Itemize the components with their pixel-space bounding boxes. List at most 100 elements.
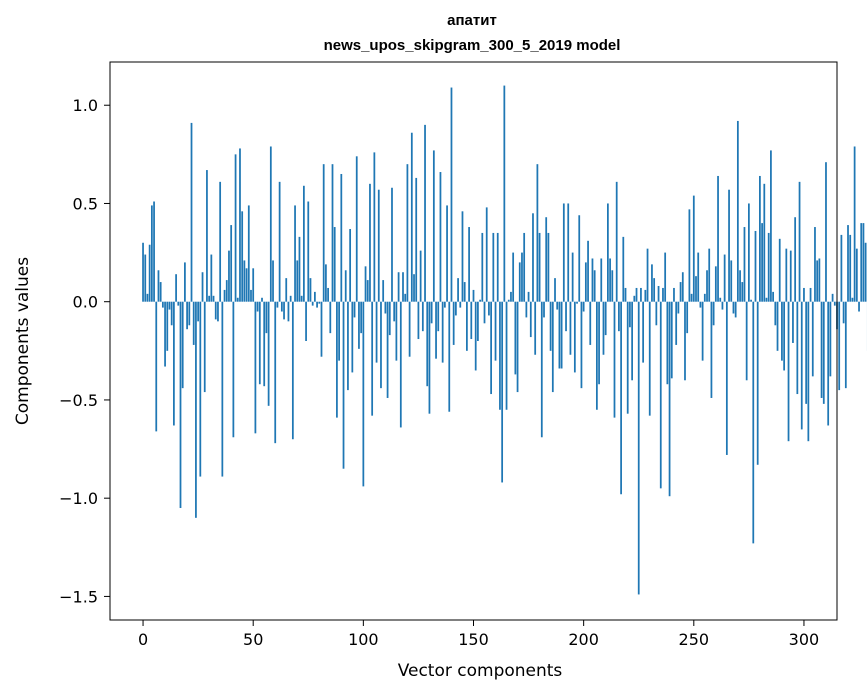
bar-92: [344, 270, 347, 302]
bar-281: [761, 223, 763, 302]
bar-237: [664, 252, 667, 302]
bar-180: [538, 232, 541, 302]
bar-286: [772, 291, 774, 302]
bar-252: [697, 252, 700, 302]
bar-200: [582, 301, 585, 312]
bar-67: [289, 295, 292, 302]
bar-301: [805, 301, 808, 404]
bar-22: [190, 122, 193, 302]
x-tick-label-150: 150: [458, 630, 489, 649]
bar-221: [629, 301, 631, 328]
bar-291: [783, 301, 786, 371]
bar-280: [759, 175, 761, 302]
bar-326: [860, 223, 863, 302]
bar-324: [855, 248, 858, 302]
bar-8: [159, 282, 162, 302]
bar-298: [798, 181, 801, 302]
bar-197: [576, 301, 578, 304]
bar-262: [719, 297, 722, 302]
x-tick-label-50: 50: [243, 630, 263, 649]
bar-148: [468, 227, 470, 302]
bar-78: [314, 291, 316, 302]
bar-159: [492, 232, 495, 302]
bar-117: [399, 301, 402, 428]
bar-216: [618, 301, 620, 332]
bar-292: [785, 248, 788, 302]
bar-131: [430, 301, 433, 324]
bar-275: [748, 203, 750, 302]
bar-21: [188, 301, 191, 326]
bar-285: [770, 150, 772, 302]
bar-7: [157, 270, 160, 302]
bar-236: [662, 287, 664, 302]
bar-243: [677, 301, 680, 314]
bar-89: [338, 301, 340, 361]
bar-128: [424, 124, 426, 302]
bar-83: [325, 264, 327, 302]
bar-183: [545, 217, 548, 302]
bar-202: [587, 240, 589, 302]
bar-40: [230, 225, 233, 302]
bar-217: [620, 301, 622, 495]
bar-69: [294, 205, 296, 302]
bar-125: [417, 301, 420, 340]
bar-186: [551, 301, 554, 393]
bar-209: [602, 301, 605, 355]
bar-277: [752, 301, 755, 544]
bar-27: [201, 272, 204, 302]
bar-176: [529, 301, 532, 338]
bar-96: [353, 301, 356, 318]
bar-133: [435, 301, 437, 359]
bar-32: [212, 295, 215, 302]
bar-184: [547, 232, 550, 302]
bar-154: [481, 232, 484, 302]
bar-256: [706, 270, 708, 302]
bar-226: [640, 287, 642, 302]
y-tick-label-3: 0.0: [73, 293, 98, 312]
bar-242: [675, 301, 678, 345]
bar-307: [818, 258, 821, 302]
bar-325: [858, 301, 860, 312]
bar-52: [256, 301, 259, 312]
bar-270: [736, 120, 739, 302]
bar-214: [613, 301, 616, 418]
bar-300: [803, 287, 805, 302]
bar-56: [265, 301, 268, 334]
bar-303: [809, 287, 812, 302]
bar-269: [734, 301, 737, 318]
bar-215: [615, 181, 618, 302]
bar-276: [750, 299, 752, 302]
bar-51: [254, 301, 257, 434]
bar-157: [488, 301, 490, 316]
bar-239: [668, 301, 671, 497]
bar-210: [604, 301, 607, 336]
bar-141: [452, 301, 455, 345]
bar-34: [217, 301, 219, 322]
bar-162: [499, 301, 501, 410]
bar-50: [252, 268, 255, 302]
bar-13: [170, 301, 173, 326]
bar-254: [701, 301, 704, 361]
bar-70: [296, 260, 299, 302]
bar-62: [278, 181, 281, 302]
bar-166: [507, 299, 510, 302]
bar-107: [377, 189, 380, 302]
bar-182: [543, 301, 545, 318]
bar-302: [807, 301, 810, 442]
bar-138: [446, 205, 448, 302]
bar-165: [505, 301, 508, 410]
bar-137: [443, 301, 446, 308]
bar-36: [221, 301, 224, 477]
bar-295: [792, 301, 794, 343]
bar-102: [366, 280, 369, 302]
bar-6: [155, 301, 158, 432]
bar-228: [644, 289, 647, 302]
bar-177: [532, 213, 534, 302]
bar-15: [175, 274, 177, 302]
plot-frame: [109, 61, 838, 621]
bar-86: [331, 164, 334, 302]
bar-191: [562, 203, 565, 302]
bar-314: [833, 301, 836, 306]
bar-31: [210, 254, 213, 302]
bar-113: [391, 187, 393, 302]
